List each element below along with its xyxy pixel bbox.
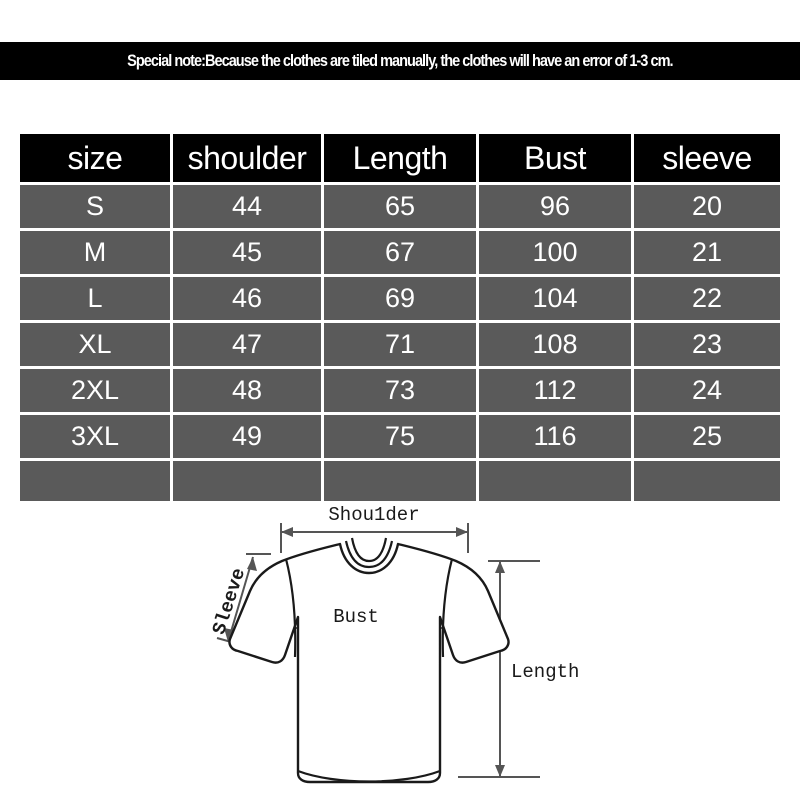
cell-shoulder: 46 [173,277,321,320]
cell-bust: 100 [479,231,631,274]
table-row: 3XL 49 75 116 25 [20,415,780,458]
cell-length: 75 [324,415,476,458]
tshirt-body-path [228,542,510,784]
special-note-banner: Special note:Because the clothes are til… [0,42,800,80]
cell-sleeve: 21 [634,231,780,274]
cell-shoulder: 47 [173,323,321,366]
label-bust: Bust [333,606,379,628]
shoulder-arrow-left [281,527,293,537]
cell-bust: 104 [479,277,631,320]
label-length: Length [511,661,579,683]
cell-length: 65 [324,185,476,228]
cell-length: 69 [324,277,476,320]
table-row: 2XL 48 73 112 24 [20,369,780,412]
column-header-bust: Bust [479,134,631,182]
cell-bust: 116 [479,415,631,458]
cell-sleeve: 22 [634,277,780,320]
sleeve-arrow-bottom [224,628,234,642]
cell-shoulder: 44 [173,185,321,228]
table-row: M 45 67 100 21 [20,231,780,274]
cell-bust: 112 [479,369,631,412]
column-header-length: Length [324,134,476,182]
cell-shoulder: 49 [173,415,321,458]
special-note-text: Special note:Because the clothes are til… [127,51,673,70]
cell-shoulder: 48 [173,369,321,412]
table-row-empty [20,461,780,501]
table-row: S 44 65 96 20 [20,185,780,228]
collar-innermost-path [350,537,388,563]
cell-bust: 96 [479,185,631,228]
cell-size: XL [20,323,170,366]
tshirt-collar-group [344,537,394,569]
sleeve-measure-line [227,556,254,643]
table-header-row: size shoulder Length Bust sleeve [20,134,780,182]
cell-sleeve: 23 [634,323,780,366]
sleeve-seam-right [441,558,454,658]
cell-shoulder [173,461,321,501]
cell-shoulder: 45 [173,231,321,274]
sleeve-seam-left [284,558,297,658]
cell-size: 3XL [20,415,170,458]
cell-size [20,461,170,501]
length-arrow-top [495,561,505,573]
length-arrow-bottom [495,765,505,777]
table-row: L 46 69 104 22 [20,277,780,320]
size-chart-table: size shoulder Length Bust sleeve S 44 65… [17,131,783,504]
cell-size: L [20,277,170,320]
collar-inner-path [344,540,394,569]
table-row: XL 47 71 108 23 [20,323,780,366]
tshirt-outline-group [228,542,510,784]
cell-sleeve [634,461,780,501]
column-header-size: size [20,134,170,182]
cell-bust: 108 [479,323,631,366]
cell-sleeve: 20 [634,185,780,228]
cell-sleeve: 24 [634,369,780,412]
column-header-sleeve: sleeve [634,134,780,182]
cell-length: 71 [324,323,476,366]
shoulder-arrow-right [456,527,468,537]
hem-curve-path [297,769,441,783]
cell-size: 2XL [20,369,170,412]
cell-length: 73 [324,369,476,412]
tshirt-measurement-diagram: Shou1der Bust Length Sleeve [210,505,600,800]
column-header-shoulder: shoulder [173,134,321,182]
tshirt-sleeve-seams-group [284,558,454,658]
cell-length [324,461,476,501]
tshirt-hem-group [297,769,441,783]
cell-bust [479,461,631,501]
cell-size: S [20,185,170,228]
cell-size: M [20,231,170,274]
sleeve-arrow-top [247,557,257,571]
cell-sleeve: 25 [634,415,780,458]
cell-length: 67 [324,231,476,274]
label-shoulder: Shou1der [328,505,419,526]
